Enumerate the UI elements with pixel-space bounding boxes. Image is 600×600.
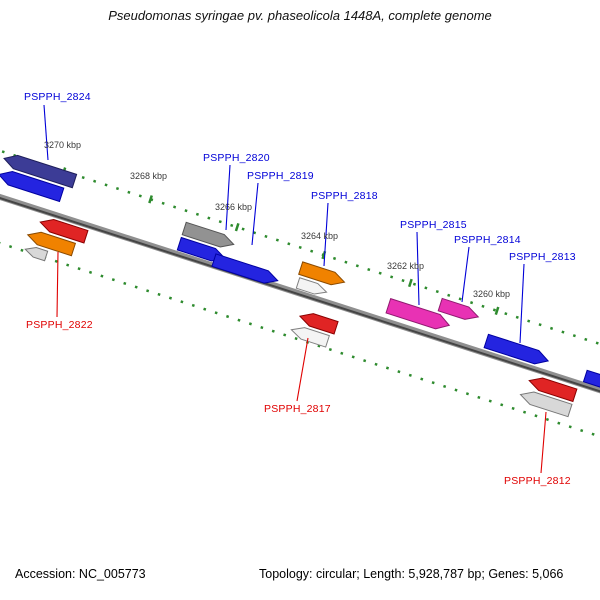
leader-pspph-2822 (56, 251, 59, 318)
ruler-label-3270: 3270 kbp (44, 140, 82, 150)
gene-arrow-unlabeled-white-below-2817[interactable] (290, 324, 330, 348)
sequence-axis-core (0, 193, 600, 402)
gene-arrow-unlabeled-silver-below-2812[interactable] (519, 388, 573, 418)
gene-arrow-pspph-2820[interactable] (181, 221, 235, 250)
gene-label-pspph-2820[interactable]: PSPPH_2820 (203, 152, 270, 164)
gene-arrow-pspph-2817[interactable] (298, 310, 339, 335)
ruler-label-3262: 3262 kbp (387, 261, 425, 271)
gene-arrow-pspph-2818[interactable] (298, 261, 347, 288)
label-leaders (43, 104, 547, 474)
ruler-dotted-line-lower (0, 234, 600, 443)
ruler-label-3264: 3264 kbp (301, 231, 339, 241)
sequence-title: Pseudomonas syringae pv. phaseolicola 14… (108, 8, 492, 23)
leader-pspph-2817 (296, 337, 309, 402)
ruler-label-3266: 3266 kbp (215, 202, 253, 212)
gene-label-pspph-2818[interactable]: PSPPH_2818 (311, 190, 378, 202)
leader-pspph-2820 (225, 164, 231, 231)
gene-label-pspph-2824[interactable]: PSPPH_2824 (24, 91, 91, 103)
gene-label-pspph-2817[interactable]: PSPPH_2817 (264, 403, 331, 415)
ruler-tick (148, 195, 153, 204)
leader-pspph-2812 (540, 411, 547, 474)
topology-summary-text: Topology: circular; Length: 5,928,787 bp… (259, 567, 564, 581)
ruler-label-3260: 3260 kbp (473, 289, 511, 299)
ruler-dotted-line-upper (1, 150, 600, 359)
gene-label-pspph-2812[interactable]: PSPPH_2812 (504, 475, 571, 487)
gene-arrow-unlabeled-white-mid[interactable] (295, 277, 328, 298)
leader-pspph-2818 (323, 202, 329, 267)
gene-arrow-pspph-2815[interactable] (385, 298, 452, 333)
gene-label-pspph-2819[interactable]: PSPPH_2819 (247, 170, 314, 182)
leader-pspph-2815 (416, 231, 420, 306)
ruler-label-3268: 3268 kbp (130, 171, 168, 181)
leader-pspph-2814 (461, 246, 470, 303)
leader-pspph-2819 (251, 182, 259, 246)
sequence-axis[interactable] (0, 190, 600, 403)
gene-label-pspph-2822[interactable]: PSPPH_2822 (26, 319, 93, 331)
ruler-tick (234, 222, 240, 232)
gene-label-pspph-2813[interactable]: PSPPH_2813 (509, 251, 576, 263)
gene-arrow-pspph-2822[interactable] (38, 216, 89, 244)
leader-pspph-2813 (519, 263, 525, 344)
gene-arrow-unlabeled-orange-left[interactable] (26, 229, 77, 257)
gene-arrow-unlabeled-silver-left[interactable] (24, 244, 49, 262)
gene-arrow-unlabeled-blue-left[interactable] (0, 168, 65, 203)
gene-arrow-pspph-2812[interactable] (527, 374, 578, 403)
gene-arrow-unlabeled-blue-mid[interactable] (211, 253, 280, 287)
genome-axis-group (0, 150, 600, 443)
leader-pspph-2824 (43, 104, 49, 161)
gene-arrow-unlabeled-blue-right[interactable] (582, 369, 600, 393)
gene-label-pspph-2815[interactable]: PSPPH_2815 (400, 219, 467, 231)
accession-text: Accession: NC_005773 (15, 567, 146, 581)
ruler-tick (494, 306, 500, 316)
ruler-tick (407, 278, 413, 288)
status-bar: Accession: NC_005773 Topology: circular;… (0, 567, 600, 587)
gene-arrow-pspph-2813[interactable] (483, 333, 550, 367)
gene-label-pspph-2814[interactable]: PSPPH_2814 (454, 234, 521, 246)
gene-arrow-pspph-2814[interactable] (437, 297, 480, 323)
gene-arrow-pspph-2824[interactable] (2, 152, 78, 189)
